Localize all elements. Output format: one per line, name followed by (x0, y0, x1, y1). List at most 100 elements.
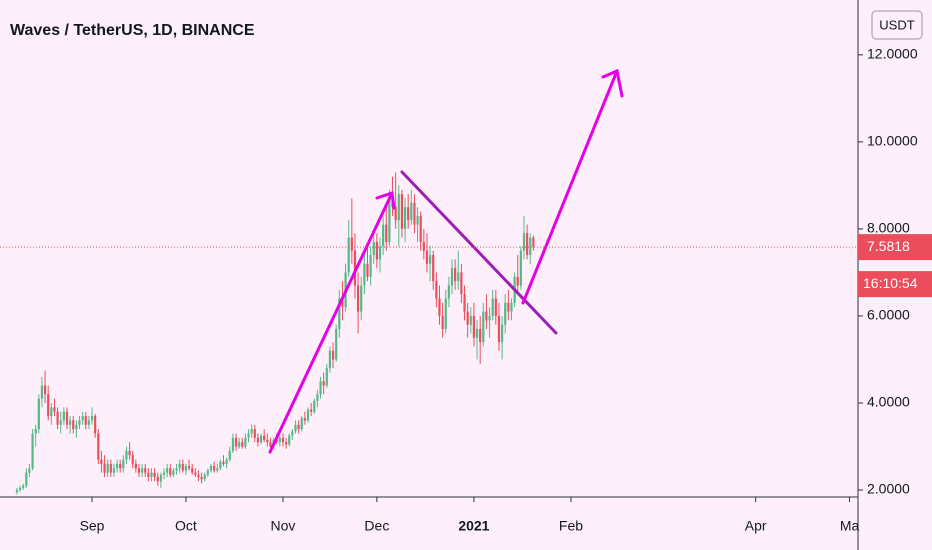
candle-body (378, 246, 382, 260)
trend-line (400, 170, 558, 335)
candle-body (363, 263, 366, 286)
candle-body (269, 442, 272, 447)
candle-body (31, 433, 34, 469)
candle-body (59, 420, 62, 425)
candle-body (335, 329, 338, 360)
x-tick-label: 2021 (458, 518, 489, 534)
candle-body (200, 476, 203, 480)
candle-body (225, 459, 228, 464)
candle-body (356, 285, 360, 312)
candle-body (403, 207, 407, 229)
candle-body (206, 470, 209, 475)
last-price-label: 7.5818 (867, 238, 910, 254)
candle-body (144, 468, 147, 473)
candle-body (466, 311, 469, 325)
candle-body (197, 474, 200, 477)
candle-body (256, 437, 260, 443)
candle-body (382, 224, 385, 247)
candle-body (263, 435, 266, 440)
candle-body (529, 237, 532, 256)
y-tick-label: 6.0000 (867, 307, 910, 323)
candle-body (156, 476, 159, 482)
candle-body (47, 394, 50, 417)
candle-body (278, 437, 281, 443)
candle-body (410, 202, 413, 221)
candle-body (504, 302, 507, 325)
candle-body (325, 368, 328, 386)
candle-body (34, 429, 37, 434)
candle-body (216, 468, 219, 471)
candle-body (288, 435, 291, 445)
candle-body (338, 298, 341, 330)
candle-body (428, 255, 432, 264)
candle-body (441, 315, 444, 330)
candle-body (413, 202, 416, 225)
x-tick-label: Ma (840, 518, 860, 534)
candle-body (385, 224, 388, 242)
candle-body (234, 437, 238, 447)
candle-body (507, 302, 510, 312)
countdown-label: 16:10:54 (863, 275, 918, 291)
candle-body (84, 416, 87, 425)
candle-body (416, 215, 419, 225)
candle-body (297, 424, 300, 430)
candle-body (178, 463, 181, 469)
candle-body (313, 400, 316, 412)
candle-body (184, 466, 188, 471)
candle-body (134, 463, 137, 469)
candle-body (53, 407, 56, 412)
candle-body (494, 298, 497, 316)
candle-body (125, 450, 128, 460)
candle-body (65, 411, 69, 425)
currency-button[interactable] (871, 10, 923, 40)
candle-body (115, 463, 119, 469)
countdown-box (858, 271, 932, 298)
candle-body (516, 276, 519, 286)
candle-body (479, 329, 482, 343)
currency-label[interactable]: USDT (879, 17, 914, 32)
candle-body (253, 429, 256, 438)
candle-body (369, 255, 372, 277)
candle-body (328, 350, 332, 369)
candle-body (491, 298, 494, 316)
candle-body (159, 474, 162, 482)
candle-body (454, 268, 457, 282)
candle-body (172, 470, 175, 475)
candle-body (353, 250, 357, 286)
y-tick-label: 10.0000 (867, 133, 918, 149)
candle-body (187, 466, 191, 469)
candle-body (450, 268, 454, 286)
y-tick-label: 4.0000 (867, 394, 910, 410)
candle-body (482, 311, 485, 343)
candle-body (366, 263, 369, 277)
candle-body (194, 472, 197, 475)
candle-body (281, 437, 285, 443)
candle-body (341, 298, 344, 308)
candle-body (181, 463, 184, 471)
candle-body (62, 411, 65, 421)
candle-body (43, 385, 47, 395)
candle-body (400, 194, 404, 229)
candle-body (103, 463, 106, 473)
candle-body (28, 468, 31, 473)
drawings (268, 68, 624, 454)
x-tick-label: Nov (271, 518, 296, 534)
candle-body (18, 487, 22, 491)
candle-body (500, 324, 504, 343)
candle-body (303, 418, 306, 421)
candle-body (90, 416, 94, 421)
candle-body (469, 315, 472, 325)
candle-body (222, 461, 225, 464)
candle-body (162, 472, 166, 475)
candle-body (394, 207, 397, 221)
candle-body (241, 442, 244, 447)
candle-body (397, 194, 400, 221)
candle-body (285, 442, 288, 445)
candle-body (169, 468, 172, 475)
x-tick-label: Oct (175, 518, 197, 534)
candle-body (310, 409, 313, 412)
candle-body (238, 442, 241, 447)
x-tick-label: Apr (745, 518, 767, 534)
candle-body (388, 198, 391, 242)
